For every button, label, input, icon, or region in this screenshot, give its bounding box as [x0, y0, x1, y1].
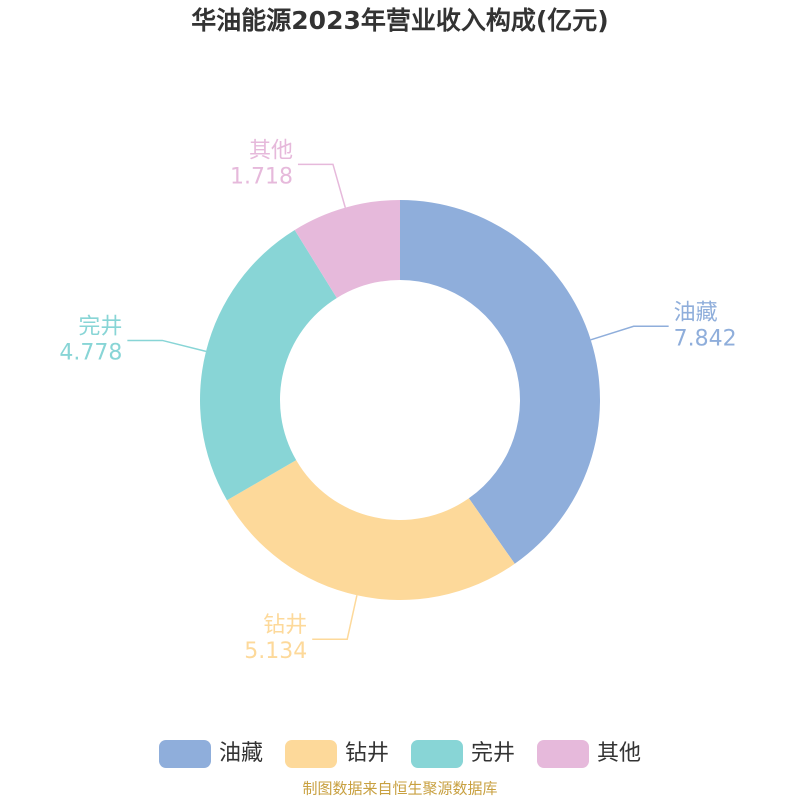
- chart-title: 华油能源2023年营业收入构成(亿元): [191, 6, 608, 35]
- slice-value: 5.134: [244, 639, 307, 664]
- legend-swatch: [285, 740, 337, 768]
- legend-label: 其他: [597, 741, 641, 766]
- legend-swatch: [411, 740, 463, 768]
- legend-swatch: [537, 740, 589, 768]
- legend-label: 油藏: [219, 741, 263, 766]
- leader-line: [297, 163, 346, 208]
- slice-label: 油藏: [674, 300, 718, 325]
- donut-slice: [226, 460, 515, 600]
- donut-slice: [400, 200, 600, 564]
- legend-swatch: [159, 740, 211, 768]
- leader-line: [312, 595, 358, 640]
- slice-value: 4.778: [59, 340, 122, 365]
- source-note: 制图数据来自恒生聚源数据库: [302, 780, 497, 798]
- donut-slice: [294, 200, 400, 298]
- slice-value: 7.842: [674, 326, 737, 351]
- slice-label: 钻井: [263, 613, 307, 638]
- slice-label: 其他: [249, 138, 293, 163]
- slice-label: 完井: [78, 314, 122, 339]
- leader-line: [127, 339, 207, 353]
- donut-slice: [200, 229, 337, 501]
- legend-label: 完井: [471, 741, 515, 766]
- leader-line: [590, 325, 669, 341]
- legend-label: 钻井: [345, 741, 389, 766]
- slice-value: 1.718: [230, 164, 293, 189]
